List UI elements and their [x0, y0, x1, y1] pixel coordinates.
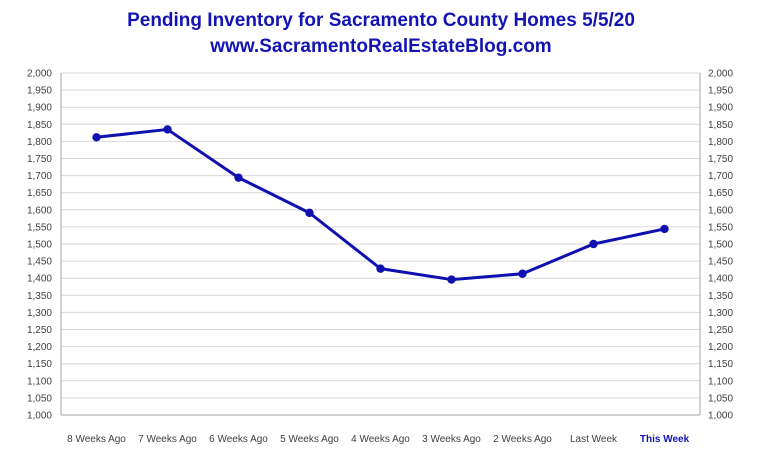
- left-y-tick-label: 1,000: [27, 411, 52, 422]
- left-y-tick-label: 1,650: [27, 188, 52, 199]
- right-y-tick-label: 1,750: [708, 154, 733, 165]
- left-y-tick-label: 1,850: [27, 120, 52, 131]
- right-y-tick-label: 1,350: [708, 291, 733, 302]
- left-y-tick-label: 1,700: [27, 171, 52, 182]
- right-y-tick-label: 1,900: [708, 103, 733, 114]
- x-category-label: 6 Weeks Ago: [209, 434, 268, 445]
- data-point: [660, 224, 669, 234]
- right-y-tick-label: 1,850: [708, 120, 733, 131]
- data-point: [376, 264, 385, 273]
- right-y-tick-label: 1,700: [708, 171, 733, 182]
- data-point: [518, 269, 527, 278]
- chart-title-block: Pending Inventory for Sacramento County …: [0, 8, 762, 60]
- right-y-tick-label: 1,200: [708, 342, 733, 353]
- left-y-tick-label: 1,900: [27, 103, 52, 114]
- right-y-tick-label: 1,550: [708, 222, 733, 233]
- left-y-tick-label: 1,600: [27, 205, 52, 216]
- right-y-tick-label: 1,000: [708, 411, 733, 422]
- x-category-label: 3 Weeks Ago: [422, 434, 481, 445]
- series-line-layer: [95, 127, 666, 282]
- chart-subtitle: www.SacramentoRealEstateBlog.com: [210, 36, 552, 57]
- left-y-tick-label: 1,250: [27, 325, 52, 336]
- x-category-label: 8 Weeks Ago: [67, 434, 126, 445]
- right-y-tick-label: 1,500: [708, 240, 733, 251]
- left-y-tick-label: 1,050: [27, 393, 52, 404]
- data-point: [447, 275, 456, 284]
- series-line: [95, 127, 666, 282]
- series-markers: [92, 125, 669, 284]
- left-y-axis-ticks: 1,000 1,050 1,100 1,150 1,200 1,250 1,300 1,350…: [27, 69, 52, 422]
- right-y-tick-label: 2,000: [708, 69, 733, 80]
- right-y-tick-label: 1,650: [708, 188, 733, 199]
- left-y-tick-label: 1,550: [27, 222, 52, 233]
- right-y-axis-ticks: 1,000 1,050 1,100 1,150 1,200 1,250 1,300 1,350…: [708, 69, 733, 422]
- data-point: [163, 125, 172, 134]
- gridlines: [61, 72, 700, 416]
- x-category-label: 5 Weeks Ago: [280, 434, 339, 445]
- left-y-tick-label: 1,950: [27, 86, 52, 97]
- left-y-tick-label: 1,500: [27, 240, 52, 251]
- x-category-label: This Week: [640, 434, 690, 445]
- left-y-tick-label: 1,200: [27, 342, 52, 353]
- right-y-tick-label: 1,050: [708, 393, 733, 404]
- left-y-tick-label: 1,450: [27, 257, 52, 268]
- left-y-tick-label: 1,400: [27, 274, 52, 285]
- left-y-tick-label: 1,150: [27, 359, 52, 370]
- x-category-label: 2 Weeks Ago: [493, 434, 552, 445]
- left-y-tick-label: 1,750: [27, 154, 52, 165]
- left-y-tick-label: 1,100: [27, 376, 52, 387]
- left-y-tick-label: 1,300: [27, 308, 52, 319]
- right-y-tick-label: 1,300: [708, 308, 733, 319]
- right-y-tick-label: 1,150: [708, 359, 733, 370]
- right-y-tick-label: 1,950: [708, 86, 733, 97]
- data-point: [234, 173, 243, 182]
- x-category-label: Last Week: [570, 434, 618, 445]
- x-axis-category-labels: 8 Weeks Ago 7 Weeks Ago 6 Weeks Ago 5 Weeks…: [67, 434, 689, 445]
- x-category-label: 7 Weeks Ago: [138, 434, 197, 445]
- right-y-tick-label: 1,250: [708, 325, 733, 336]
- chart-title: Pending Inventory for Sacramento County …: [127, 10, 635, 31]
- right-y-tick-label: 1,100: [708, 376, 733, 387]
- right-y-tick-label: 1,800: [708, 137, 733, 148]
- right-y-tick-label: 1,600: [708, 205, 733, 216]
- data-point: [589, 239, 598, 249]
- right-y-tick-label: 1,450: [708, 257, 733, 268]
- data-point: [305, 208, 314, 218]
- right-y-tick-label: 1,400: [708, 274, 733, 285]
- left-y-tick-label: 2,000: [27, 69, 52, 80]
- left-y-tick-label: 1,800: [27, 137, 52, 148]
- left-y-tick-label: 1,350: [27, 291, 52, 302]
- data-point: [92, 133, 101, 142]
- axes: [60, 73, 701, 416]
- x-category-label: 4 Weeks Ago: [351, 434, 410, 445]
